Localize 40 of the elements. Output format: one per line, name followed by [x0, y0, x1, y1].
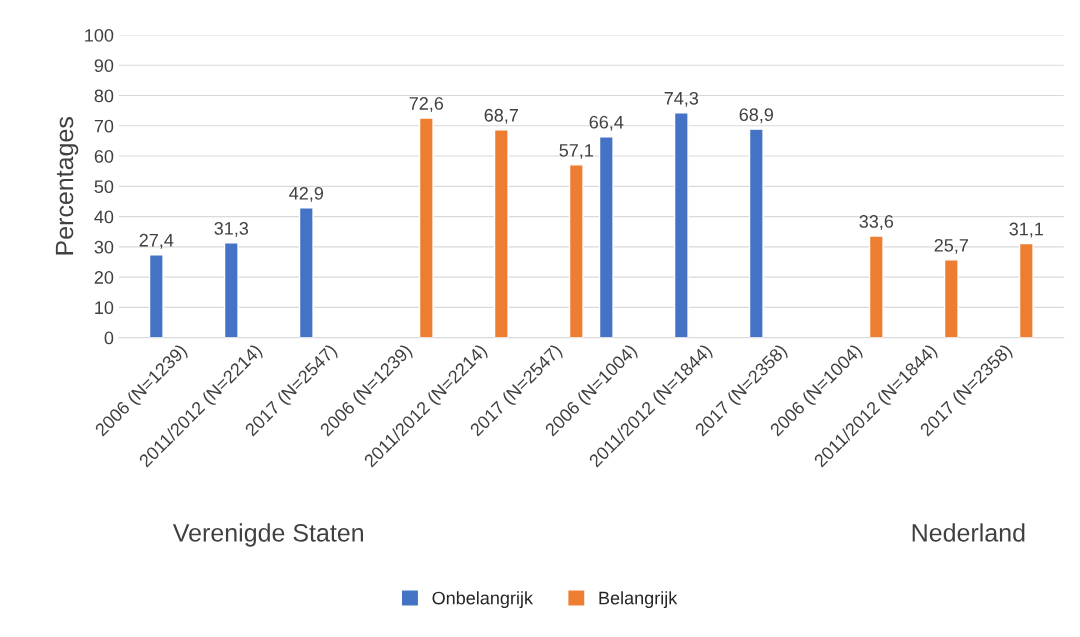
y-tick-label: 20 — [94, 271, 114, 284]
y-tick-label: 10 — [95, 301, 114, 315]
y-tick-label: 0 — [104, 331, 114, 345]
data-label: 57,1 — [559, 144, 593, 159]
bar — [943, 259, 959, 338]
y-tick-label: 50 — [94, 180, 114, 194]
y-axis-title: Percentages — [55, 117, 79, 255]
bar — [868, 235, 884, 338]
bar — [298, 207, 314, 338]
y-tick-label: 70 — [94, 119, 114, 133]
bar — [673, 112, 689, 338]
data-label: 31,3 — [214, 222, 249, 237]
bar — [748, 128, 764, 338]
y-tick-label: 80 — [94, 89, 114, 103]
y-tick-label: 30 — [94, 240, 114, 254]
y-tick-label: 90 — [94, 59, 114, 73]
bar — [568, 164, 584, 338]
data-label: 31,1 — [1009, 222, 1043, 238]
legend-label: Onbelangrijk — [432, 591, 534, 609]
data-label: 72,6 — [409, 97, 444, 112]
data-label: 74,3 — [664, 91, 699, 107]
bar — [598, 136, 614, 338]
bar — [493, 129, 509, 338]
data-label: 25,7 — [934, 238, 968, 254]
data-label: 68,9 — [739, 108, 774, 124]
text: Verenigde Staten — [172, 523, 363, 547]
bar — [148, 254, 164, 338]
y-tick-label: 60 — [94, 150, 114, 163]
data-label: 42,9 — [289, 186, 324, 202]
data-label: 27,4 — [139, 233, 174, 249]
data-label: 66,4 — [589, 115, 624, 131]
bar — [223, 242, 239, 338]
bar — [1018, 242, 1034, 338]
y-tick-label: 40 — [94, 210, 114, 224]
text: Nederland — [912, 523, 1025, 542]
legend-label: Belangrijk — [599, 591, 678, 609]
data-label: 33,6 — [859, 215, 894, 230]
bar — [418, 117, 434, 338]
y-tick-label: 100 — [85, 28, 114, 42]
data-label: 68,7 — [484, 108, 518, 124]
